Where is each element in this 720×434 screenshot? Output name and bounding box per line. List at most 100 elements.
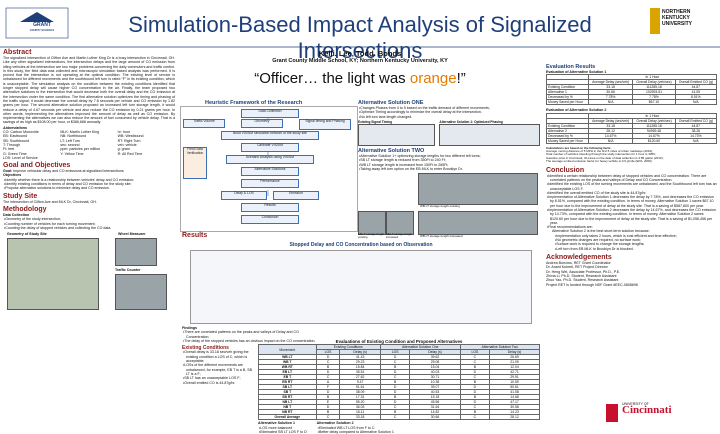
cell: N/A [587, 137, 634, 144]
label: Findings [182, 326, 197, 330]
aerial-photo [418, 211, 538, 236]
framework-box: Results [241, 203, 299, 212]
alt-two-list: Alternative Solution 1+ optimizing stora… [358, 154, 540, 171]
right-logo: NORTHERN KENTUCKY UNIVERSITY [662, 9, 692, 27]
ack-item: Dr. Heng Wei, Associate Professor, Ph.D.… [546, 269, 621, 274]
framework-diagram: Data Collection Traffic Volume Geometry Sig… [180, 106, 358, 232]
framework-box: Calibrate VISSIM [241, 143, 299, 152]
abbreviation: veh: vehicle [117, 142, 137, 147]
title: Simulation-Based Impact Analysis of Sign… [128, 12, 592, 63]
eval-table-block: Evaluations of Existing Condition and Pr… [258, 339, 541, 434]
eval-table: Movement Existing Conditions Alternative S… [258, 344, 541, 421]
uc-mark [606, 404, 618, 422]
ack-list: Andrea Burrows, RET Grant Coordinator Dr.… [546, 261, 717, 282]
bullet: Left turn from EB MLK to Brooklyn Dr is … [554, 247, 717, 251]
existing-list: Overall delay is 33.18 sec/veh giving th… [182, 350, 254, 384]
nku-mark [650, 8, 660, 34]
abbreviation: R: All Red Time [117, 151, 143, 156]
caption: Wheel Measurer [118, 232, 146, 237]
bullet: Overall emitted CO is 44.87g/hr. [182, 381, 254, 385]
bullet: Overall delay is 33.18 sec/veh giving th… [182, 350, 254, 363]
caption: Existing Signal Timing [358, 119, 393, 124]
abbreviation: ppm: particles per million [60, 147, 101, 152]
bullet: SB LT storage length is reduced from 350… [358, 158, 540, 162]
framework-box: Geometry [241, 119, 283, 128]
column-header: Average Delay (sec/veh) [587, 117, 634, 124]
quote: “Officer… the light was orange!” [180, 70, 540, 87]
funding: Project RET is funded through NSF Grant … [546, 283, 638, 288]
uc-logo: UNIVERSITY OF Cincinnati [622, 402, 672, 416]
ack-item: Dr. Anant Kukreti, RET Project Director [546, 265, 608, 270]
bullet: Changes Phases from 4 to 5 based on the … [358, 106, 540, 110]
ack-item: Zhixia Li, Ph.D. Student, Research Assis… [546, 273, 617, 278]
cell: C [379, 414, 411, 421]
photo [115, 238, 157, 267]
cell: N/A [674, 137, 718, 144]
framework-box: Alternative Solutions [241, 167, 299, 176]
bullet: SB LT has an unacceptable LOS F; [182, 376, 254, 380]
framework-box: Emission [273, 191, 319, 200]
subheading: Existing Conditions [182, 345, 229, 352]
heading: Alternative Solution ONE [358, 100, 424, 106]
calc-note: Average moving distance of 5 MPH in the … [546, 149, 653, 153]
heading: Goal and Objectives [3, 162, 71, 170]
chart-image [190, 250, 532, 324]
cell: 28.12 [489, 414, 540, 421]
heading: Methodology [3, 205, 47, 213]
subheading: Abbreviations [3, 125, 27, 130]
aerial-photo [418, 173, 538, 206]
calc-note: Total number of vehicles traveling throu… [546, 152, 656, 157]
chart-title: Stopped Delay and CO Concentration based… [289, 242, 433, 248]
quote-highlight: orange [409, 70, 457, 87]
cell: Money Saved per Hour [546, 137, 589, 144]
calc-note: The average emitted emission factor for … [546, 159, 653, 164]
cell: N/A [587, 99, 634, 106]
right-column: Evaluation Results Evaluation of Alterna… [546, 64, 718, 288]
cell: C [315, 414, 341, 421]
heading: Alternative Solution TWO [358, 148, 425, 155]
bullet: Implementation of Alternative Solution 2… [546, 208, 717, 225]
table-row: Money Saved per Hour N/A $67.10 N/A [546, 99, 718, 106]
method-list: Geometry of the study intersection;Count… [3, 217, 175, 230]
note-item: Eliminated WB LT LOS from F to C [317, 426, 394, 430]
aerial-photo [386, 211, 414, 236]
calc-note: Gasoline price in Cincinnati, OH area on… [546, 155, 664, 160]
cell: C [459, 414, 491, 421]
ack-item: Zhuo Yao, Ph.D. Student, Research Assist… [546, 278, 619, 283]
cell: 33.18 [339, 414, 381, 421]
heading: Study Site [3, 192, 38, 200]
eval-tables: Evaluation of Alternative Solution 1 In 1… [546, 70, 718, 144]
table-notes: Alternative Solution 1LOS more balanced E… [258, 421, 540, 434]
framework-box: Scenario Analysis using VISSIM [226, 155, 314, 164]
cell: N/A [674, 99, 718, 106]
bullet: LOSs of the different movements are unba… [182, 363, 254, 376]
logo-text: KENTUCKY [662, 15, 690, 21]
heading: Abstract [3, 49, 32, 56]
abbreviation: G: Green Time [3, 151, 27, 156]
logo-text: NORTHERN [662, 9, 691, 15]
bullet: Alternative Solution 1+ optimizing stora… [358, 154, 540, 158]
authors: Kelli. Lee, Todd. Bonds [318, 49, 402, 58]
findings: Findings There are correlated patterns o… [182, 326, 322, 385]
header-row: Movement Existing Conditions Alternative S… [258, 344, 541, 356]
study-site-text: The intersection of Clifton Ave and MLK … [3, 199, 97, 204]
findings-list: There are correlated patterns on the pea… [182, 330, 322, 343]
framework-box: Data Collection [241, 109, 299, 118]
bullet: Identify whether there is a relationship… [3, 178, 175, 182]
caption: WB LT storage length existing [420, 204, 460, 209]
abbreviation: Ft: feet [3, 147, 15, 152]
method-photos: Geometry of Study Site Wheel Measurer Tr… [3, 232, 175, 312]
bullet: There are correlated patterns on the pea… [182, 330, 322, 339]
framework-box: Build VISSIM simulation network of the s… [221, 131, 319, 140]
abbreviation: LT: Left Turn [60, 138, 81, 143]
cell: Money Saved per Hour [546, 99, 589, 106]
column-header: Overall Emitted CO (g) [674, 79, 718, 86]
framework-box: Conclusion [241, 215, 299, 224]
eval-summary-table: In 1 Hour Average Delay (sec/veh) Overall … [546, 112, 718, 144]
heading: Heuristic Framework of the Research [205, 100, 303, 106]
bullet: Surface work is required to change the s… [554, 242, 717, 246]
abbreviations: CO: Carbon Monoxide MLK: Martin Luther Ki… [3, 130, 175, 160]
abbreviation: T: Through [3, 142, 21, 147]
table-title: Evaluation of Alternative Solution 2 [546, 108, 607, 113]
bullet: Taking away left turn option on the EB M… [358, 167, 540, 171]
